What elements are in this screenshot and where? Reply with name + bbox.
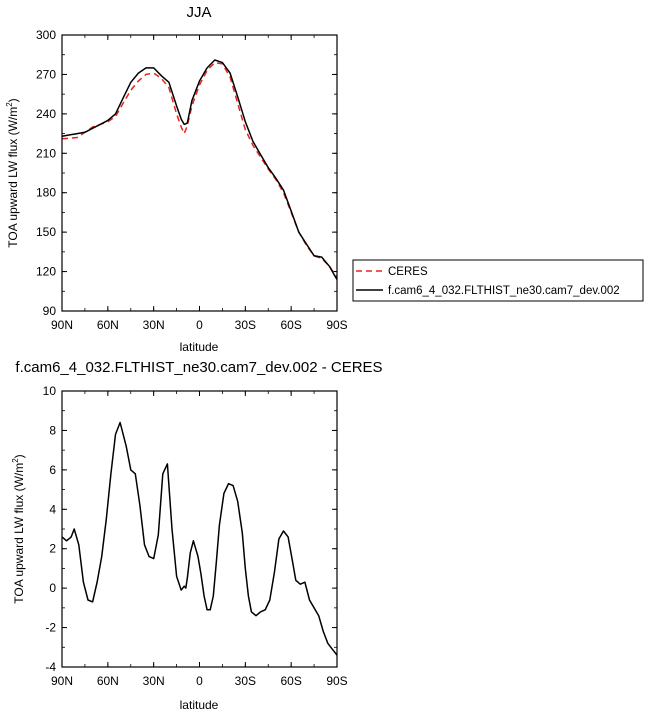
y-tick-label: 240: [36, 107, 56, 121]
top-chart-y-tick-labels: 90 120 150 180 210 240 270 300: [36, 28, 56, 318]
series-line-f-cam6-4-032-flthist-ne30-cam7-dev-002: [61, 59, 338, 280]
bottom-chart-y-axis-label: TOA upward LW flux (W/m2): [11, 454, 26, 603]
x-tick-label: 60N: [97, 674, 119, 688]
x-tick-label: 30N: [143, 674, 165, 688]
bottom-chart-plot-frame: [61, 390, 338, 668]
x-tick-label: 60N: [97, 318, 119, 332]
series-line-difference: [61, 421, 338, 656]
series-line-ceres: [61, 61, 338, 278]
top-chart-legend: CERES f.cam6_4_032.FLTHIST_ne30.cam7_dev…: [352, 259, 644, 302]
x-tick-label: 0: [196, 674, 203, 688]
top-chart-title: JJA: [186, 4, 211, 21]
y-tick-label: 0: [49, 581, 56, 595]
x-tick-label: 90S: [326, 318, 347, 332]
bottom-chart: f.cam6_4_032.FLTHIST_ne30.cam7_dev.002 -…: [11, 359, 383, 712]
x-tick-label: 30N: [143, 318, 165, 332]
legend-label-model: f.cam6_4_032.FLTHIST_ne30.cam7_dev.002: [388, 285, 620, 297]
x-tick-label: 30S: [235, 674, 256, 688]
y-tick-label: 120: [36, 265, 56, 279]
top-chart-plot-frame: [61, 34, 338, 312]
top-chart-series: [61, 59, 338, 280]
y-tick-label: 150: [36, 225, 56, 239]
y-tick-label: -2: [45, 621, 56, 635]
top-chart-ticks: [61, 34, 338, 312]
bottom-chart-series: [61, 421, 338, 656]
y-tick-label: 300: [36, 28, 56, 42]
y-tick-label: 8: [49, 423, 56, 437]
y-tick-label: 6: [49, 463, 56, 477]
top-chart-x-tick-labels: 90N 60N 30N 0 30S 60S 90S: [51, 318, 348, 332]
x-tick-label: 30S: [235, 318, 256, 332]
x-tick-label: 90S: [326, 674, 347, 688]
x-tick-label: 60S: [280, 318, 301, 332]
bottom-chart-y-tick-labels: -4 -2 0 2 4 6 8 10: [43, 384, 57, 674]
bottom-chart-ticks: [61, 390, 338, 668]
x-tick-label: 90N: [51, 674, 73, 688]
y-tick-label: 180: [36, 186, 56, 200]
legend-label-ceres: CERES: [388, 266, 428, 278]
x-tick-label: 90N: [51, 318, 73, 332]
y-tick-label: 210: [36, 146, 56, 160]
y-tick-label: 10: [43, 384, 57, 398]
top-chart-y-axis-label: TOA upward LW flux (W/m2): [5, 98, 20, 247]
y-tick-label: -4: [45, 660, 56, 674]
y-tick-label: 270: [36, 67, 56, 81]
x-tick-label: 60S: [280, 674, 301, 688]
top-chart-x-axis-label: latitude: [180, 340, 219, 354]
legend-frame: [352, 259, 644, 302]
x-tick-label: 0: [196, 318, 203, 332]
y-tick-label: 90: [43, 304, 57, 318]
bottom-chart-x-axis-label: latitude: [180, 698, 219, 712]
bottom-chart-title: f.cam6_4_032.FLTHIST_ne30.cam7_dev.002 -…: [15, 359, 382, 376]
y-tick-label: 2: [49, 542, 56, 556]
bottom-chart-x-tick-labels: 90N 60N 30N 0 30S 60S 90S: [51, 674, 348, 688]
top-chart: JJA 90 120 150 180 210 240 270 300 90N 60N 30N 0 30…: [5, 4, 644, 354]
y-tick-label: 4: [49, 502, 56, 516]
